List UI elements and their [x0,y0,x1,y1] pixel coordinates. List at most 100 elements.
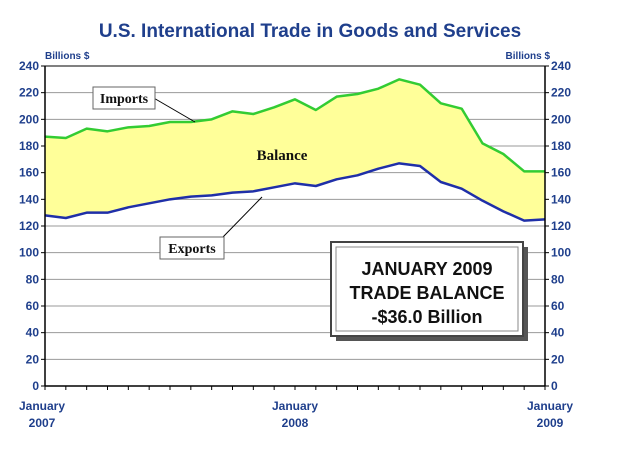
left-tick-labels: 0 20 40 60 80 100 120 140 160 180 200 220 240 [19,59,39,393]
left-tick-label: 80 [26,272,40,286]
imports-point [190,121,192,123]
right-tick-label: 120 [551,219,571,233]
exports-point [377,168,379,170]
exports-point [127,206,129,208]
summary-box [330,241,524,337]
exports-point [336,178,338,180]
exports-point [440,181,442,183]
imports-point [481,142,484,144]
imports-point [419,84,421,86]
imports-point [356,93,359,95]
imports-point [106,130,109,132]
left-tick-label: 120 [19,219,39,233]
left-tick-label: 180 [19,139,39,153]
right-tick-label: 180 [551,139,571,153]
imports-point [86,128,88,130]
imports-point [398,78,400,80]
exports-point [315,185,317,187]
summary-line-2: TRADE BALANCE [350,283,505,303]
exports-point [398,162,400,164]
imports-point [502,153,504,155]
imports-point [211,118,213,120]
x-tick-label-month: January [272,399,318,413]
imports-point [169,121,171,123]
imports-point [273,106,275,108]
left-tick-label: 20 [26,352,40,366]
exports-point [481,200,484,202]
right-tick-label: 100 [551,246,571,260]
exports-point [294,182,296,184]
balance-fill-area [45,79,545,221]
summary-line-3: -$36.0 Billion [371,307,482,327]
x-tick-label-year: 2008 [282,416,309,430]
imports-point [523,170,525,172]
series-lines [44,78,546,222]
exports-point [502,210,504,212]
left-tick-label: 0 [32,379,39,393]
exports-point [106,212,109,214]
exports-callout-box [159,236,225,260]
exports-callout-leader [221,196,263,239]
right-tick-label: 220 [551,86,571,100]
right-tick-label: 20 [551,352,565,366]
exports-point [211,194,213,196]
exports-point [169,198,171,200]
imports-point [461,108,463,110]
imports-point [127,126,129,128]
chart-title: U.S. International Trade in Goods and Se… [99,21,521,42]
left-tick-label: 40 [26,326,40,340]
exports-point [65,217,67,219]
balance-fill [45,79,545,221]
imports-callout-leader [151,96,196,123]
right-tick-label: 0 [551,379,558,393]
x-tick-label-year: 2009 [537,416,564,430]
imports-point [315,109,317,111]
x-tick-label-month: January [19,399,65,413]
imports-point [148,125,150,127]
exports-point [461,188,463,190]
imports-point [231,110,234,112]
summary-line-1: JANUARY 2009 [361,259,492,279]
x-tick-label-month: January [527,399,573,413]
axes [41,65,549,390]
imports-point [440,102,442,104]
imports-point [294,98,296,100]
right-tick-label: 140 [551,192,571,206]
left-tick-label: 240 [19,59,39,73]
right-axis-unit: Billions $ [506,51,551,62]
x-tick-label-year: 2007 [29,416,56,430]
left-axis-unit: Billions $ [45,51,90,62]
right-tick-label: 200 [551,112,571,126]
exports-point [356,174,359,176]
imports-point [252,113,254,115]
left-tick-label: 140 [19,192,39,206]
imports-callout-box [92,86,156,110]
left-tick-label: 160 [19,166,39,180]
right-tick-label: 60 [551,299,565,313]
balance-label: Balance [257,148,308,164]
right-tick-label: 240 [551,59,571,73]
imports-point [377,88,379,90]
imports-point [336,96,338,98]
left-tick-label: 200 [19,112,39,126]
imports-callout-label: Imports [100,92,149,107]
left-tick-label: 220 [19,86,39,100]
exports-point [86,212,88,214]
right-tick-labels: 0 20 40 60 80 100 120 140 160 180 200 220 240 [551,59,571,393]
left-tick-label: 60 [26,299,40,313]
right-tick-label: 80 [551,272,565,286]
exports-point [273,186,275,188]
right-tick-label: 160 [551,166,571,180]
right-tick-label: 40 [551,326,565,340]
exports-point [523,220,525,222]
exports-callout-label: Exports [168,242,216,257]
exports-point [148,202,150,204]
summary-box-inner-border [335,246,519,332]
imports-point [65,137,67,139]
left-tick-label: 100 [19,246,39,260]
exports-point [231,192,234,194]
exports-point [252,190,254,192]
exports-point [190,196,192,198]
x-tick-labels: January 2007 January 2008 January 2009 [19,399,573,430]
